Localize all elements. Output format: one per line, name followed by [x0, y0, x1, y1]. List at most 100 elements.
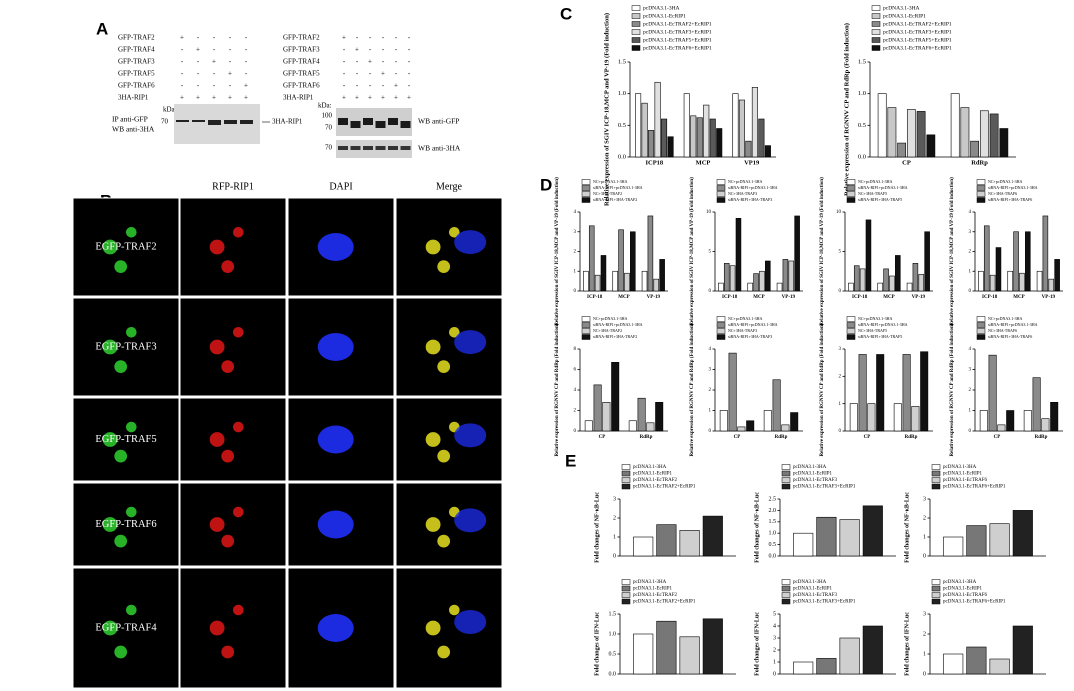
legend-label: siRNA-RIP1+3HA-TRAF2 — [593, 334, 637, 339]
bar — [633, 536, 654, 557]
legend-swatch — [716, 197, 726, 203]
band — [240, 120, 253, 124]
row-label: GFP-TRAF6 — [118, 82, 155, 90]
sign: - — [229, 58, 232, 66]
x-tick-label: VP-19 — [647, 295, 661, 300]
y-axis-label: Fold changes of IFN-Luc — [904, 612, 910, 676]
micrograph — [395, 197, 503, 297]
signal — [209, 339, 225, 355]
legend-swatch — [931, 483, 941, 490]
micrograph — [179, 297, 287, 397]
sign: - — [245, 46, 248, 54]
bar — [912, 263, 919, 292]
sign: - — [181, 82, 184, 90]
blot-caption: IP anti-GFP — [112, 115, 148, 124]
band — [400, 146, 411, 150]
signal — [437, 260, 451, 273]
band — [363, 118, 373, 125]
sign: - — [408, 46, 411, 54]
bar — [989, 274, 996, 292]
legend-label: pcDNA3.1-EcTRAF2 — [633, 478, 678, 483]
bar — [1048, 278, 1055, 292]
sign: + — [180, 34, 184, 42]
sign: - — [343, 70, 346, 78]
legend-swatch — [976, 185, 986, 191]
sign: - — [197, 58, 200, 66]
row-label: EGFP-TRAF2 — [95, 241, 156, 252]
signal — [126, 227, 137, 238]
micrograph — [179, 482, 287, 567]
legend-label: siRNA-RIP1+pcDNA3.1-3HA — [593, 185, 643, 190]
y-axis-label: Relative expression of RGNNV CP and RdRp… — [690, 323, 695, 456]
bar — [877, 282, 883, 292]
legend-swatch — [846, 197, 856, 203]
bar — [655, 401, 664, 432]
sign: - — [356, 70, 359, 78]
y-tick-label: 4 — [709, 347, 712, 352]
legend-swatch — [976, 322, 986, 328]
legend-swatch — [976, 191, 986, 197]
bar — [1012, 510, 1033, 557]
bar — [690, 115, 697, 158]
signal — [114, 360, 128, 373]
bar — [782, 259, 789, 292]
nucleus — [454, 423, 487, 448]
sign: - — [382, 46, 385, 54]
micrograph — [395, 397, 503, 482]
legend-swatch — [621, 477, 631, 483]
signal — [102, 432, 118, 447]
y-tick-label: 2.0 — [769, 508, 777, 514]
sign: - — [395, 34, 398, 42]
bar — [646, 422, 655, 432]
bar — [716, 128, 723, 158]
y-tick-label: 3 — [773, 635, 776, 641]
bar — [867, 403, 876, 432]
micrograph — [179, 397, 287, 482]
bar — [751, 87, 758, 158]
sign: - — [229, 34, 232, 42]
bar — [839, 519, 860, 557]
nucleus — [317, 233, 354, 261]
x-tick-label: MCP — [753, 295, 764, 300]
bar — [628, 420, 637, 432]
row-label: 3HA-RIP1 — [283, 94, 314, 102]
legend-swatch — [781, 483, 791, 490]
signal — [114, 645, 128, 659]
y-tick-label: 1 — [574, 269, 577, 274]
legend-swatch — [621, 579, 631, 585]
x-tick-label: ICP-18 — [587, 295, 603, 300]
legend-label: pcDNA3.1-EcTRAF3+EcRIP1 — [643, 29, 712, 35]
bar — [848, 282, 854, 292]
legend-swatch — [931, 598, 941, 605]
row-label: GFP-TRAF5 — [283, 70, 320, 78]
y-tick-label: 1 — [969, 409, 972, 414]
bar — [618, 229, 624, 292]
legend-swatch — [621, 483, 631, 490]
signal — [233, 421, 244, 433]
y-tick-label: 0 — [613, 553, 616, 559]
signal — [114, 534, 128, 548]
sign: + — [244, 82, 248, 90]
y-tick-label: 3 — [923, 611, 926, 617]
legend-label: siRNA-RIP1+pcDNA3.1-3HA — [858, 322, 908, 327]
y-tick-label: 1.0 — [769, 531, 777, 537]
y-tick-label: 2 — [969, 388, 972, 393]
panel-label: C — [560, 4, 572, 23]
y-tick-label: 2 — [923, 515, 926, 521]
legend-swatch — [781, 470, 791, 477]
signal — [102, 339, 118, 355]
sign: - — [382, 82, 385, 90]
y-tick-label: 0.5 — [858, 122, 866, 129]
signal — [102, 517, 118, 532]
bar — [1012, 625, 1033, 675]
legend-label: NC+3HA-TRAF3 — [728, 328, 757, 333]
bar — [1006, 410, 1015, 432]
legend-swatch — [581, 179, 591, 185]
bar — [753, 273, 759, 292]
column-header: Merge — [436, 181, 462, 192]
sign: + — [381, 70, 385, 78]
sign: - — [213, 82, 216, 90]
y-tick-label: 1.5 — [769, 519, 777, 525]
signal — [102, 620, 118, 636]
y-tick-label: 5 — [773, 611, 776, 617]
